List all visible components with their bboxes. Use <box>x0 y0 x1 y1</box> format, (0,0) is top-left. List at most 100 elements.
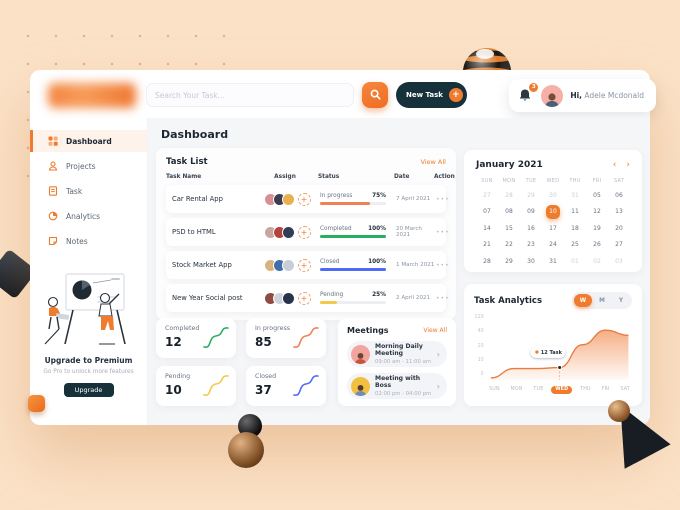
meeting-title: Morning Daily Meeting <box>375 343 423 358</box>
calendar-day[interactable]: 31 <box>549 257 557 265</box>
calendar-day[interactable]: 27 <box>483 191 491 199</box>
user-avatar[interactable] <box>541 84 564 107</box>
calendar-day[interactable]: 28 <box>505 191 513 199</box>
calendar-next-button[interactable]: › <box>626 159 630 170</box>
calendar-day[interactable]: 18 <box>571 224 579 232</box>
sidebar-item-projects[interactable]: Projects <box>30 155 147 177</box>
calendar-day[interactable]: 14 <box>483 224 491 232</box>
calendar-day[interactable]: 23 <box>527 241 535 249</box>
task-row[interactable]: Stock Market App + Closed 100% 1 March 20… <box>166 251 450 279</box>
add-assignee-button[interactable]: + <box>297 192 311 206</box>
calendar-prev-button[interactable]: ‹ <box>612 159 617 170</box>
calendar-day[interactable]: 30 <box>527 257 535 265</box>
calendar-day[interactable]: 19 <box>593 224 601 232</box>
calendar-day[interactable]: 21 <box>483 241 491 249</box>
analytics-title: Task Analytics <box>474 295 543 306</box>
calendar-day[interactable]: 29 <box>505 257 513 265</box>
status-cell: In progress 75% <box>320 193 396 205</box>
add-assignee-button[interactable]: + <box>297 291 311 305</box>
meeting-time: 02:00 pm - 04:00 pm <box>375 390 432 397</box>
upgrade-button[interactable]: Upgrade <box>63 383 114 397</box>
status-percent: 25% <box>372 292 386 299</box>
bronze-sphere-icon <box>608 400 630 422</box>
sidebar-item-task[interactable]: Task <box>30 180 147 202</box>
meeting-item[interactable]: Meeting with Boss 02:00 pm - 04:00 pm › <box>347 373 447 399</box>
sidebar-item-label: Projects <box>66 161 96 171</box>
calendar-day[interactable]: 11 <box>571 208 579 216</box>
meetings-view-all-link[interactable]: View All <box>423 327 447 334</box>
task-row[interactable]: Car Rental App + In progress 75% 7 April … <box>166 185 450 213</box>
meeting-item[interactable]: Morning Daily Meeting 09:00 am - 11:00 a… <box>347 341 447 367</box>
sidebar-item-analytics[interactable]: Analytics <box>30 205 147 227</box>
row-actions-button[interactable]: ••• <box>436 195 450 203</box>
calendar-day[interactable]: 01 <box>571 257 579 265</box>
status-cell: Pending 25% <box>320 292 396 304</box>
add-assignee-button[interactable]: + <box>297 258 311 272</box>
dashboard-app-window: New Task + 3 Hi, Ad <box>30 70 656 425</box>
calendar-day[interactable]: 15 <box>505 224 513 232</box>
calendar-day[interactable]: 05 <box>593 191 601 199</box>
calendar-day[interactable]: 31 <box>571 191 579 199</box>
calendar-day[interactable]: 20 <box>615 224 623 232</box>
task-list-header-row: Task Name Assign Status Date Action <box>166 174 455 180</box>
task-list-view-all-link[interactable]: View All <box>420 158 446 166</box>
calendar-day[interactable]: 28 <box>483 257 491 265</box>
x-tick-label: MON <box>510 387 523 392</box>
assignee-avatars: + <box>254 192 320 206</box>
calendar-day[interactable]: 08 <box>505 208 513 216</box>
calendar-day[interactable]: 16 <box>527 224 535 232</box>
task-row[interactable]: New Year Social post + Pending 25% 2 Apri… <box>166 284 450 312</box>
meeting-avatar <box>351 344 370 364</box>
notifications-button[interactable]: 3 <box>518 82 539 104</box>
calendar-day[interactable]: 22 <box>505 241 513 249</box>
sidebar-item-dashboard[interactable]: Dashboard <box>30 130 147 152</box>
task-row[interactable]: PSD to HTML + Completed 100% 20 March 202… <box>166 218 450 246</box>
calendar-day-header: SUN <box>481 178 493 184</box>
toggle-month[interactable]: M <box>593 294 611 307</box>
calendar-day[interactable]: 25 <box>571 241 579 249</box>
calendar-day[interactable]: 13 <box>615 208 623 216</box>
toggle-week[interactable]: W <box>574 294 592 307</box>
calendar-day-header: FRI <box>592 178 602 184</box>
toggle-year[interactable]: Y <box>612 294 630 307</box>
calendar-day[interactable]: 06 <box>615 191 623 199</box>
row-actions-button[interactable]: ••• <box>436 294 450 302</box>
sidebar-item-notes[interactable]: Notes <box>30 230 147 252</box>
new-task-button[interactable]: New Task + <box>396 82 467 108</box>
x-tick-label: SUN <box>489 387 500 392</box>
calendar-day[interactable]: 09 <box>527 208 535 216</box>
search-button[interactable] <box>362 82 388 108</box>
task-date: 2 April 2021 <box>396 295 431 301</box>
calendar-day[interactable]: 29 <box>527 191 535 199</box>
calendar-day[interactable]: 07 <box>483 208 491 216</box>
y-tick-label: 20 <box>477 343 484 349</box>
calendar-day-selected[interactable]: 10 <box>542 204 564 221</box>
col-date: Date <box>394 174 410 180</box>
calendar-day[interactable]: 03 <box>615 257 623 265</box>
data-point-marker[interactable] <box>556 365 562 370</box>
svg-text:12 Task: 12 Task <box>540 350 562 356</box>
greeting-text: Hi, Adele Mcdonald <box>570 91 644 100</box>
calendar-day[interactable]: 02 <box>593 257 601 265</box>
calendar-day[interactable]: 12 <box>593 208 601 216</box>
upgrade-title: Upgrade to Premium <box>44 356 133 365</box>
search-input[interactable] <box>155 90 345 100</box>
page-title: Dashboard <box>161 128 229 141</box>
row-actions-button[interactable]: ••• <box>436 228 450 236</box>
calendar-day[interactable]: 27 <box>615 241 623 249</box>
task-name: PSD to HTML <box>172 228 216 236</box>
calendar-day[interactable]: 24 <box>549 241 557 249</box>
avatar <box>281 291 295 305</box>
calendar-day[interactable]: 17 <box>549 224 557 232</box>
calendar-day[interactable]: 26 <box>593 241 601 249</box>
task-date: 20 March 2021 <box>396 226 422 238</box>
calendar-panel: January 2021 ‹ › SUN MON TUE WED THU FRI SAT 2… <box>464 150 642 272</box>
status-label: Pending <box>320 292 344 299</box>
stat-label: Closed <box>255 373 277 380</box>
stat-card-in-progress: In progress 85 <box>246 318 326 358</box>
chart-y-axis: 120 40 20 10 0 <box>474 315 487 377</box>
row-actions-button[interactable]: ••• <box>436 261 450 269</box>
calendar-day[interactable]: 30 <box>549 191 557 199</box>
add-assignee-button[interactable]: + <box>297 225 311 239</box>
sidebar: Dashboard Projects Task <box>30 118 148 425</box>
